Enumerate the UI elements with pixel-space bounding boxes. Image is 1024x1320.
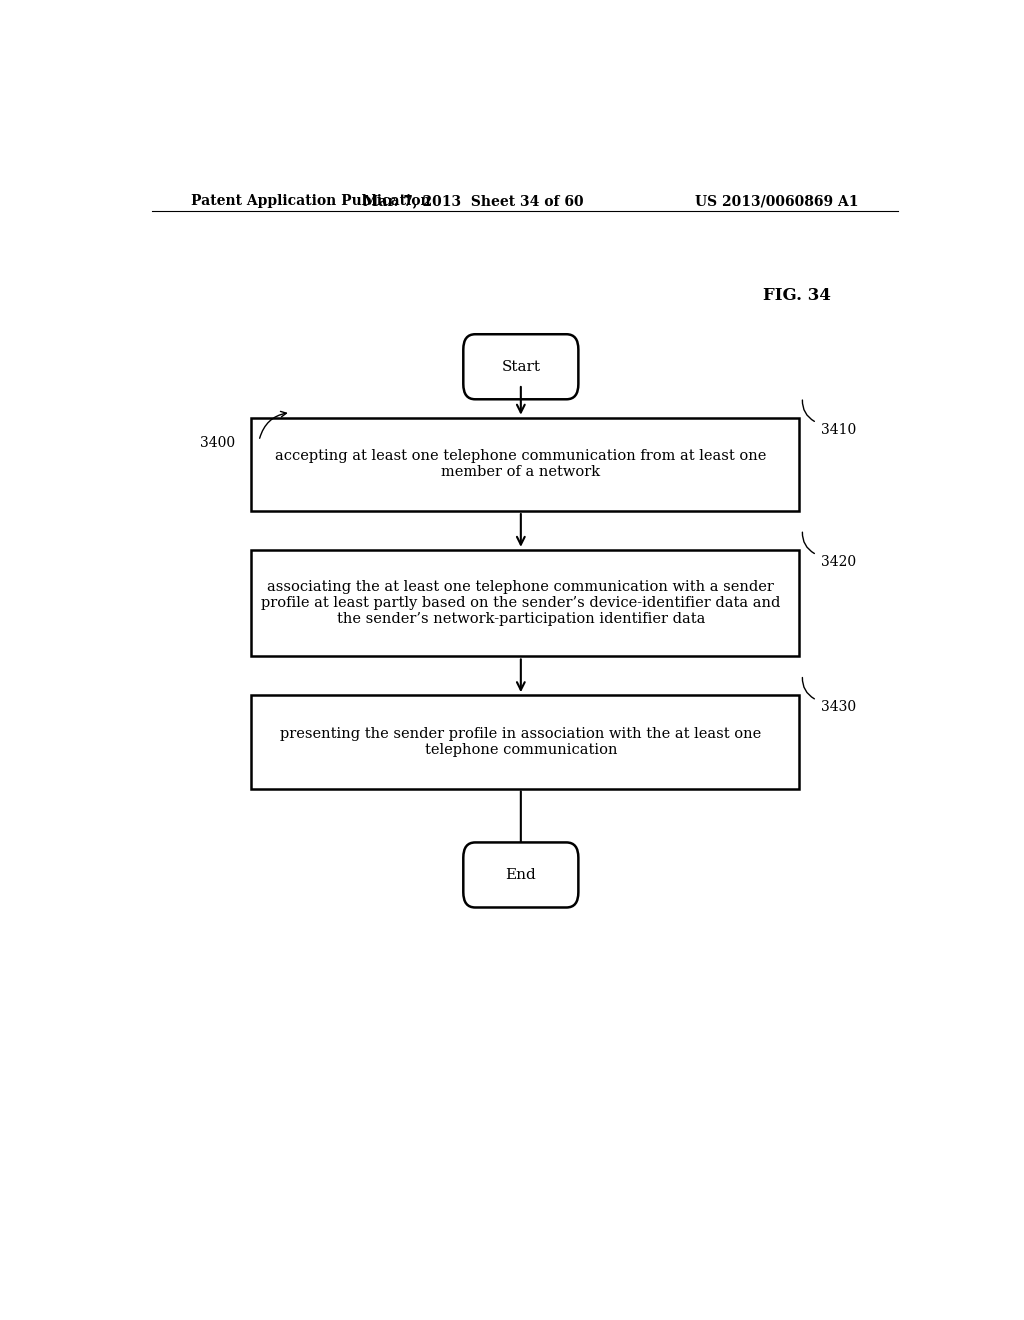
Text: 3400: 3400 — [200, 436, 236, 450]
Text: associating the at least one telephone communication with a sender
profile at le: associating the at least one telephone c… — [261, 579, 780, 626]
FancyBboxPatch shape — [251, 549, 799, 656]
FancyBboxPatch shape — [463, 334, 579, 399]
Text: 3430: 3430 — [821, 700, 856, 714]
Text: presenting the sender profile in association with the at least one
telephone com: presenting the sender profile in associa… — [281, 727, 762, 756]
Text: FIG. 34: FIG. 34 — [763, 288, 830, 304]
Text: End: End — [506, 869, 537, 882]
Text: Patent Application Publication: Patent Application Publication — [191, 194, 431, 209]
Text: Mar. 7, 2013  Sheet 34 of 60: Mar. 7, 2013 Sheet 34 of 60 — [362, 194, 584, 209]
Text: US 2013/0060869 A1: US 2013/0060869 A1 — [694, 194, 858, 209]
Text: Start: Start — [502, 360, 541, 374]
Text: 3410: 3410 — [821, 422, 856, 437]
Text: accepting at least one telephone communication from at least one
member of a net: accepting at least one telephone communi… — [275, 449, 767, 479]
FancyBboxPatch shape — [463, 842, 579, 907]
FancyBboxPatch shape — [251, 417, 799, 511]
Text: 3420: 3420 — [821, 554, 856, 569]
FancyBboxPatch shape — [251, 696, 799, 788]
